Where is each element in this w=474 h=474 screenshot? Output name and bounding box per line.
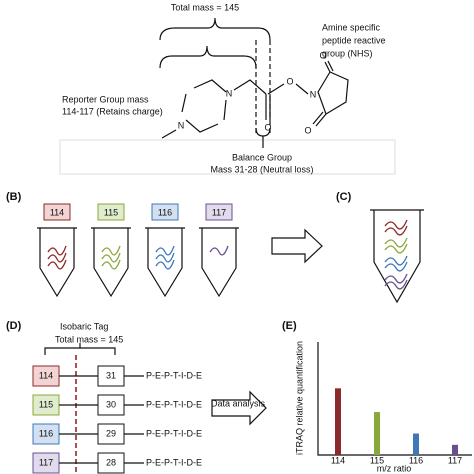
bar — [452, 444, 458, 455]
bracket — [44, 343, 116, 355]
tag-label: 114 — [50, 207, 64, 217]
panel-label: (C) — [336, 191, 352, 203]
peptide — [101, 245, 121, 256]
panel-label: (D) — [6, 320, 22, 332]
peptide-label: P-E-P-T-I-D-E — [146, 399, 202, 409]
peptide — [155, 259, 175, 270]
peptide — [47, 259, 67, 270]
reporter-text: Reporter Group mass — [62, 94, 149, 104]
peptide — [209, 245, 229, 256]
brace — [159, 45, 257, 69]
tag-box — [97, 203, 125, 221]
panel-label: (E) — [282, 320, 297, 332]
peptide — [101, 259, 121, 270]
atom: N — [226, 88, 233, 98]
peptide — [384, 225, 408, 236]
atom: O — [304, 125, 311, 135]
peptide — [155, 252, 175, 263]
tube — [370, 209, 424, 304]
tag-label: 115 — [104, 207, 118, 217]
bar — [335, 388, 341, 455]
atom: O — [264, 122, 271, 132]
ring — [181, 79, 227, 133]
tag-box — [151, 203, 179, 221]
balance-text: Balance Group — [232, 152, 292, 162]
balance-label: 31 — [106, 370, 116, 380]
tag-label: 117 — [212, 207, 226, 217]
peptide — [384, 279, 408, 290]
atom: O — [319, 50, 326, 60]
amine-text: peptide reactive — [322, 35, 386, 45]
tag-title: Total mass = 145 — [55, 334, 123, 344]
tube — [145, 227, 185, 298]
peptide — [101, 252, 121, 263]
frame — [59, 139, 396, 175]
x-tick-label: 116 — [409, 455, 423, 465]
balance-label: 29 — [106, 428, 116, 438]
arrow — [211, 390, 267, 426]
reporter-label: 117 — [39, 457, 53, 467]
y-axis-label: iTRAQ relative quantification — [294, 341, 304, 455]
arrow-text: Data analysis — [211, 398, 266, 408]
amine-text: group (NHS) — [322, 48, 373, 58]
x-tick-label: 115 — [370, 455, 384, 465]
peptide — [47, 245, 67, 256]
amine-text: Amine specific — [322, 22, 381, 32]
panel-label: (B) — [6, 191, 22, 203]
peptide — [384, 237, 408, 248]
reporter-label: 114 — [39, 370, 53, 380]
atom: N — [310, 89, 317, 99]
balance-text: Mass 31-28 (Neutral loss) — [210, 164, 313, 174]
balance-label: 28 — [106, 457, 116, 467]
peptide — [47, 252, 67, 263]
tag-box — [43, 203, 71, 221]
peptide — [384, 219, 408, 230]
x-tick-label: 114 — [331, 455, 345, 465]
reporter-label: 116 — [39, 428, 53, 438]
nhs-ring — [312, 60, 349, 127]
atom: N — [178, 120, 185, 130]
tag-title: Isobaric Tag — [60, 321, 108, 331]
tag-label: 116 — [158, 207, 172, 217]
peptide — [384, 243, 408, 254]
peptide — [384, 261, 408, 272]
tube — [91, 227, 131, 298]
arrow — [271, 228, 323, 264]
brace — [159, 17, 271, 41]
peptide-label: P-E-P-T-I-D-E — [146, 457, 202, 467]
x-axis-label: m/z ratio — [377, 463, 412, 473]
bar — [413, 433, 419, 455]
peptide — [384, 273, 408, 284]
axes — [317, 342, 472, 456]
peptide — [384, 255, 408, 266]
balance-label: 30 — [106, 399, 116, 409]
bar — [374, 412, 380, 455]
x-tick-label: 117 — [448, 455, 462, 465]
reporter-text: 114-117 (Retains charge) — [62, 106, 163, 116]
total-mass: Total mass = 145 — [171, 2, 239, 12]
peptide-label: P-E-P-T-I-D-E — [146, 370, 202, 380]
tube — [199, 227, 239, 298]
tag-box — [205, 203, 233, 221]
peptide — [155, 245, 175, 256]
peptide-label: P-E-P-T-I-D-E — [146, 428, 202, 438]
tube — [37, 227, 77, 298]
reporter-label: 115 — [39, 399, 53, 409]
bonds — [161, 79, 309, 139]
atom: O — [286, 76, 293, 86]
